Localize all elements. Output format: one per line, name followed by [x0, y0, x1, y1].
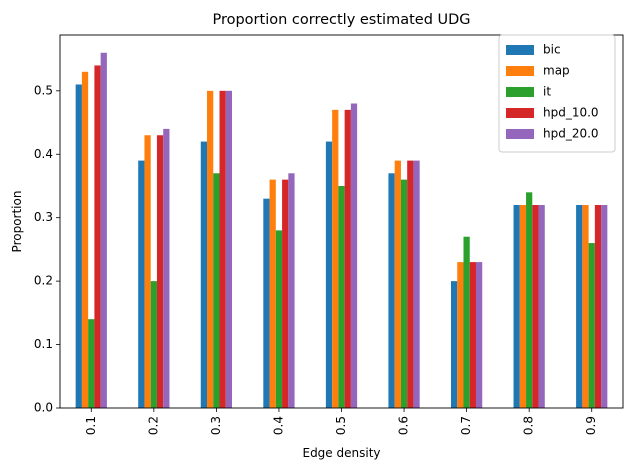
x-tick-label: 0.6: [397, 416, 411, 435]
y-axis-ticks: 0.0 0.1 0.2 0.3 0.4 0.5: [34, 83, 60, 415]
bar-hpd_20.0-0.6: [413, 160, 420, 408]
legend-swatch-it: [506, 87, 534, 97]
bar-it-0.2: [150, 281, 157, 408]
x-tick-label: 0.1: [84, 416, 98, 435]
legend-label-map: map: [543, 64, 570, 78]
bar-it-0.5: [338, 185, 345, 408]
bar-it-0.9: [588, 243, 595, 408]
x-tick-label: 0.3: [209, 416, 223, 435]
legend-swatch-bic: [506, 45, 534, 55]
legend-swatch-hpd_20.0: [506, 129, 534, 139]
x-tick-label: 0.2: [146, 416, 160, 435]
legend-label-bic: bic: [543, 43, 561, 57]
y-tick-label: 0.1: [34, 337, 53, 351]
x-tick-label: 0.7: [459, 416, 473, 435]
bar-bic-0.4: [263, 198, 270, 408]
bar-hpd_10.0-0.5: [344, 109, 351, 408]
legend-swatch-hpd_10.0: [506, 108, 534, 118]
bar-it-0.8: [526, 192, 533, 408]
bar-map-0.5: [332, 109, 339, 408]
bar-hpd_20.0-0.2: [163, 128, 170, 408]
legend-label-hpd_20.0: hpd_20.0: [543, 127, 599, 141]
bar-bic-0.1: [75, 84, 82, 408]
bar-it-0.4: [275, 230, 283, 408]
y-tick-label: 0.4: [34, 147, 53, 161]
bar-it-0.7: [463, 236, 470, 408]
bar-map-0.3: [207, 90, 214, 408]
bar-it-0.1: [88, 319, 95, 408]
bar-bic-0.2: [138, 160, 145, 408]
bar-map-0.7: [457, 262, 464, 408]
bar-bic-0.6: [388, 173, 395, 408]
bar-it-0.3: [213, 173, 220, 408]
x-axis-ticks: 0.1 0.2 0.3 0.4 0.5 0.6 0.7 0.8 0.9: [84, 408, 598, 435]
legend-label-hpd_10.0: hpd_10.0: [543, 106, 599, 120]
bar-map-0.6: [394, 160, 401, 408]
chart-title: Proportion correctly estimated UDG: [212, 12, 470, 28]
bars-group: [75, 52, 608, 409]
bar-bic-0.7: [450, 281, 458, 408]
y-tick-label: 0.3: [34, 210, 53, 224]
bar-hpd_20.0-0.8: [538, 205, 545, 408]
legend-label-it: it: [543, 85, 551, 99]
x-tick-label: 0.5: [334, 416, 348, 435]
x-axis-label: Edge density: [302, 446, 380, 460]
bar-map-0.8: [519, 205, 527, 408]
legend-box: [498, 34, 616, 153]
bar-map-0.1: [81, 71, 89, 408]
bar-hpd_20.0-0.3: [225, 90, 233, 408]
bar-hpd_20.0-0.5: [350, 103, 358, 408]
x-tick-label: 0.9: [584, 416, 598, 435]
x-tick-label: 0.4: [271, 416, 285, 435]
y-tick-label: 0.5: [34, 83, 53, 97]
bar-hpd_10.0-0.7: [469, 262, 476, 408]
bar-hpd_10.0-0.6: [407, 160, 414, 408]
bar-hpd_20.0-0.4: [288, 173, 295, 408]
bar-hpd_10.0-0.3: [219, 90, 226, 408]
x-tick-label: 0.8: [522, 416, 536, 435]
plot-frame: [59, 34, 624, 409]
bar-hpd_10.0-0.4: [282, 179, 289, 408]
bar-map-0.4: [269, 179, 276, 408]
y-tick-label: 0.0: [34, 401, 53, 415]
bar-bic-0.5: [325, 141, 333, 408]
bar-hpd_20.0-0.1: [100, 52, 107, 408]
bar-bic-0.8: [513, 205, 520, 408]
bar-map-0.2: [144, 135, 151, 409]
bar-bic-0.3: [200, 141, 208, 408]
bar-map-0.9: [582, 205, 589, 408]
bar-it-0.6: [400, 179, 408, 408]
bar-hpd_10.0-0.1: [94, 65, 101, 408]
bar-bic-0.9: [576, 205, 583, 408]
bar-hpd_20.0-0.9: [601, 205, 608, 408]
y-tick-label: 0.2: [34, 274, 53, 288]
bar-hpd_20.0-0.7: [475, 262, 483, 408]
legend: bic map it hpd_10.0 hpd_20.0: [498, 34, 616, 153]
legend-swatch-map: [506, 66, 534, 76]
y-axis-label: Proportion: [10, 191, 24, 253]
bar-hpd_10.0-0.8: [532, 205, 539, 408]
bar-hpd_10.0-0.9: [594, 205, 602, 408]
bar-hpd_10.0-0.2: [156, 135, 164, 409]
